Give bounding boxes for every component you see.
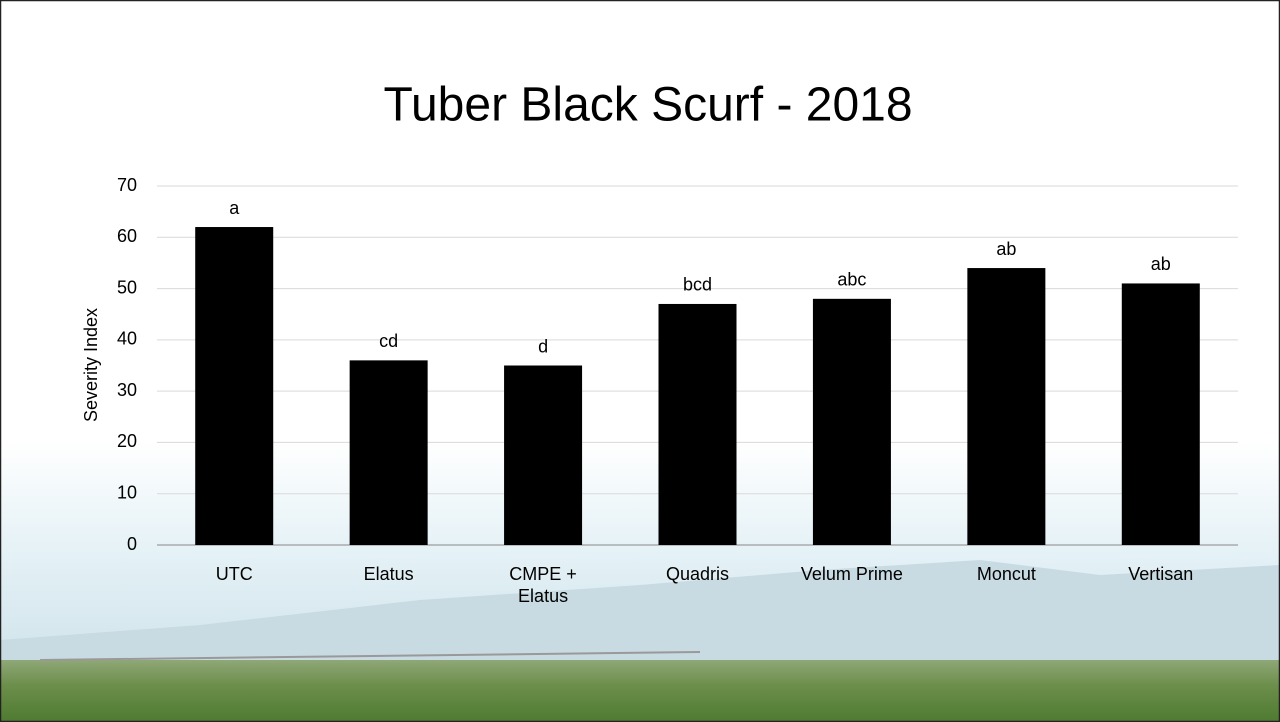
bar-label: ab [996, 239, 1016, 259]
mountains [0, 560, 1280, 665]
bar [195, 227, 274, 545]
y-tick-label: 70 [117, 175, 137, 195]
y-tick-label: 10 [117, 482, 137, 502]
field [0, 660, 1280, 722]
bar-label: ab [1151, 254, 1171, 274]
bar [349, 360, 428, 545]
y-tick-label: 30 [117, 380, 137, 400]
y-tick-label: 40 [117, 329, 137, 349]
bar [967, 268, 1046, 545]
bar-label: bcd [683, 275, 712, 295]
y-tick-label: 60 [117, 226, 137, 246]
bar [812, 298, 891, 545]
x-tick-label: CMPE + Elatus [509, 564, 577, 606]
x-tick-label: Velum Prime [800, 564, 903, 584]
x-tick-label: UTC [215, 564, 253, 584]
chart-title: Tuber Black Scurf - 2018 [383, 79, 912, 132]
x-tick-label: Moncut [976, 564, 1036, 584]
bar [504, 365, 583, 545]
bar [658, 303, 737, 545]
x-tick-label: Vertisan [1128, 564, 1194, 584]
bar-label: d [538, 336, 548, 356]
y-axis-label: Severity Index [81, 308, 101, 422]
bar-label: abc [837, 270, 866, 290]
x-tick-label: Elatus [363, 564, 414, 584]
y-tick-label: 0 [127, 534, 137, 554]
bar-label: a [229, 198, 240, 218]
y-tick-label: 50 [117, 277, 137, 297]
irrigation-pivot [39, 651, 701, 661]
y-tick-label: 20 [117, 431, 137, 451]
bar [1121, 283, 1200, 545]
x-tick-label: Quadris [665, 564, 730, 584]
bar-label: cd [379, 331, 398, 351]
